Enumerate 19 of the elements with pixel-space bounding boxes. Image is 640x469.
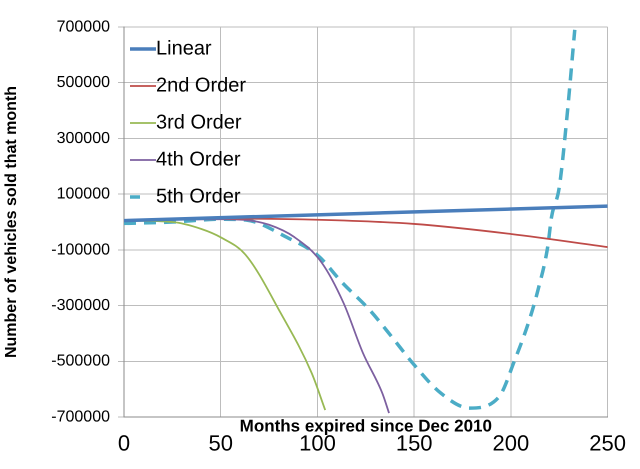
y-tick-label: -500000	[51, 352, 110, 370]
legend-label: 4th Order	[156, 148, 241, 171]
y-tick-label: -700000	[51, 408, 110, 426]
x-tick-label: 0	[118, 430, 130, 456]
legend-label: Linear	[156, 38, 212, 60]
y-tick-label: 700000	[56, 18, 110, 36]
x-tick-label: 250	[589, 430, 626, 456]
y-tick-label: 500000	[56, 74, 110, 92]
y-tick-label: 100000	[56, 186, 110, 203]
legend-label: 2nd Order	[156, 74, 246, 97]
legend-label: 5th Order	[156, 186, 241, 208]
legend-label: 3rd Order	[156, 112, 242, 134]
y-tick-label: -100000	[51, 241, 110, 258]
x-tick-label: 50	[208, 430, 233, 456]
y-axis-title: Number of vehicles sold that month	[3, 86, 20, 358]
y-tick-label: -300000	[51, 296, 110, 314]
line-series	[124, 28, 577, 410]
y-tick-label: 300000	[56, 130, 110, 147]
x-tick-label: 200	[492, 430, 530, 456]
